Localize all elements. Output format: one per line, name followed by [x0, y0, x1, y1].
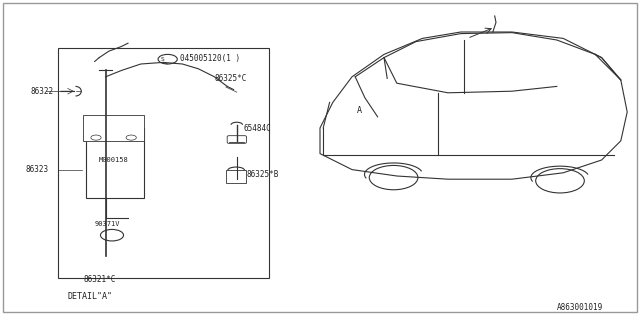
Text: 86323: 86323: [26, 165, 49, 174]
Text: 86325*B: 86325*B: [246, 170, 279, 179]
FancyBboxPatch shape: [226, 170, 246, 183]
FancyBboxPatch shape: [83, 115, 144, 141]
Text: 86321*C: 86321*C: [83, 276, 115, 284]
Text: 045005120(1 ): 045005120(1 ): [180, 54, 241, 63]
Text: 65484C: 65484C: [243, 124, 271, 132]
Text: S: S: [161, 57, 164, 62]
Text: 90371V: 90371V: [95, 221, 120, 227]
Text: A863001019: A863001019: [557, 303, 603, 312]
Text: DETAIL"A": DETAIL"A": [67, 292, 112, 301]
FancyBboxPatch shape: [227, 136, 246, 143]
Text: 86322: 86322: [31, 87, 54, 96]
Text: A: A: [357, 106, 362, 115]
Text: M000158: M000158: [99, 157, 129, 163]
Text: 86325*C: 86325*C: [214, 74, 247, 83]
